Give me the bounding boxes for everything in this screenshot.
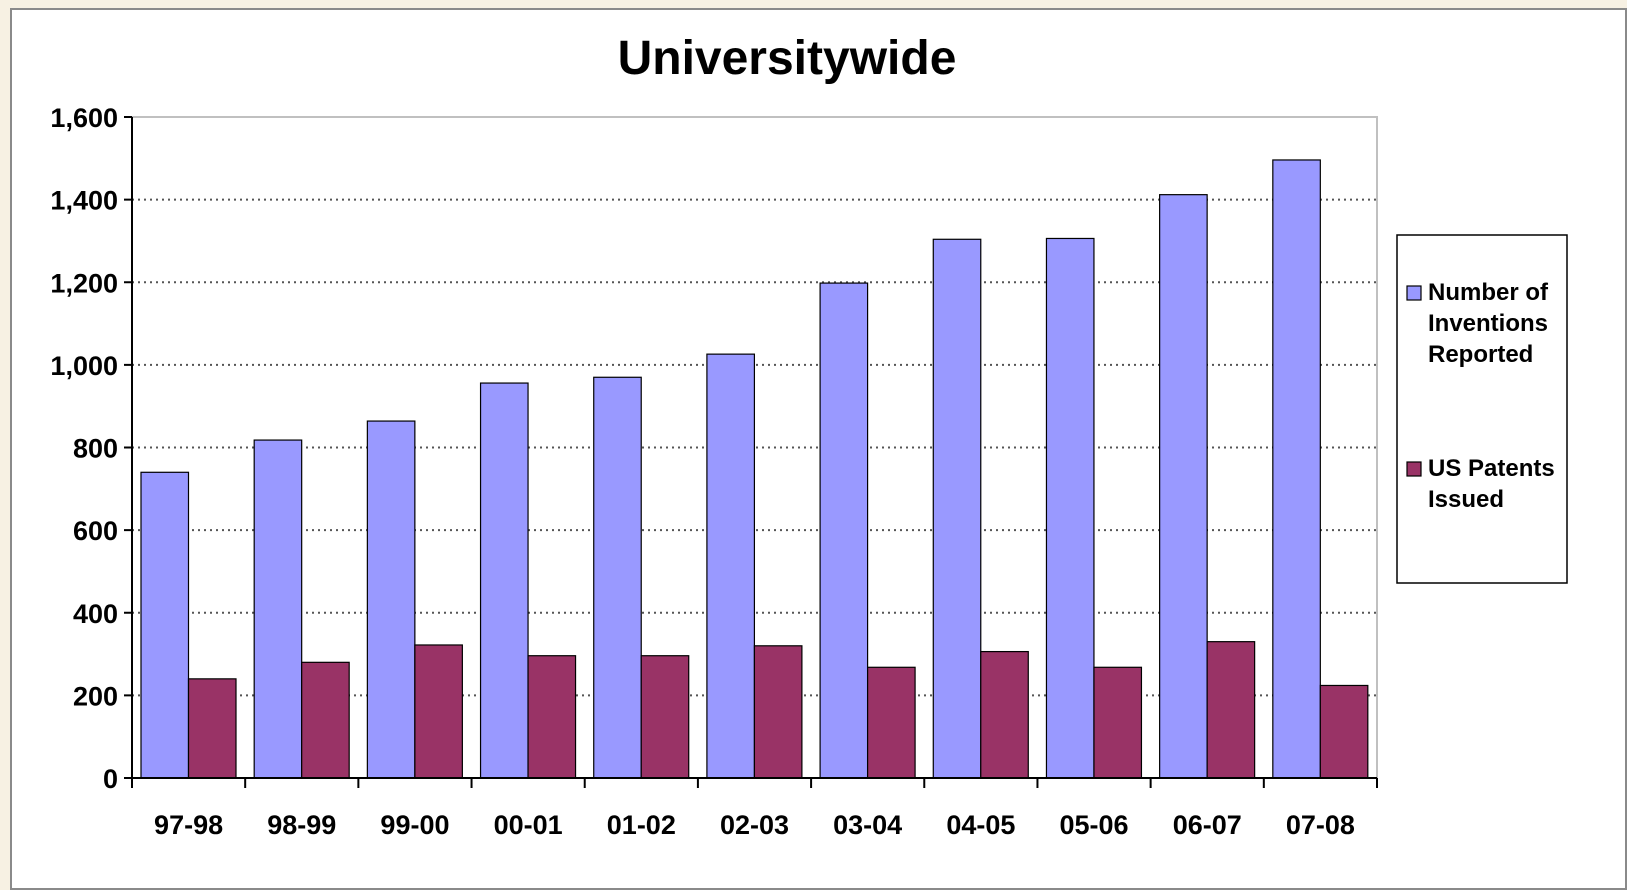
- x-tick-label: 97-98: [154, 810, 223, 840]
- y-tick-label: 200: [73, 681, 118, 711]
- bar-inventions: [479, 382, 529, 779]
- x-tick-label: 98-99: [267, 810, 336, 840]
- bar-patents: [1093, 666, 1143, 779]
- bar-patents: [1206, 641, 1256, 779]
- bar-patents: [187, 678, 237, 779]
- y-axis-ticks: 0 200 400 600 800 1,000 1,200 1,400 1,600: [50, 103, 132, 794]
- chart-title: Universitywide: [618, 32, 957, 85]
- y-tick-label: 400: [73, 599, 118, 629]
- legend-swatch: [1406, 285, 1422, 301]
- bar-inventions: [1045, 237, 1095, 779]
- bar-inventions: [593, 376, 642, 779]
- legend-box: [1396, 234, 1568, 584]
- bars: [140, 159, 1369, 779]
- x-tick-label: 05-06: [1060, 810, 1129, 840]
- y-tick-label: 0: [103, 764, 118, 794]
- y-tick-label: 1,000: [50, 351, 118, 381]
- bar-patents: [866, 666, 916, 779]
- bar-inventions: [1159, 194, 1208, 779]
- x-tick-label: 01-02: [607, 810, 676, 840]
- legend-label: Number of Inventions Reported: [1428, 279, 1549, 368]
- bar-inventions: [706, 353, 756, 779]
- y-tick-label: 600: [73, 516, 118, 546]
- chart: Universitywide 0 200 400 600 800 1,000 1,200 1,…: [50, 32, 1568, 840]
- x-axis-ticks: 97-98 98-99 99-00 00-01 01-02 02-03 03-04 04-05…: [131, 778, 1378, 840]
- y-tick-label: 1,400: [50, 186, 118, 216]
- x-tick-label: 00-01: [494, 810, 563, 840]
- bar-inventions: [366, 420, 416, 779]
- x-tick-label: 07-08: [1286, 810, 1355, 840]
- bar-patents: [414, 644, 463, 779]
- bar-inventions: [140, 471, 190, 779]
- legend-swatch: [1406, 461, 1422, 477]
- x-tick-label: 02-03: [720, 810, 789, 840]
- chart-frame: Universitywide 0 200 400 600 800 1,000 1,200 1,…: [10, 8, 1627, 890]
- bar-patents: [753, 645, 803, 779]
- bar-patents: [640, 655, 690, 779]
- x-tick-label: 06-07: [1173, 810, 1242, 840]
- bar-patents: [527, 655, 577, 779]
- y-tick-label: 1,200: [50, 268, 118, 298]
- bar-inventions: [1272, 159, 1321, 779]
- x-tick-label: 99-00: [380, 810, 449, 840]
- x-tick-label: 03-04: [833, 810, 902, 840]
- bar-patents: [980, 650, 1029, 779]
- y-tick-label: 1,600: [50, 103, 118, 133]
- legend-label: US Patents Issued: [1428, 455, 1555, 513]
- bar-inventions: [932, 238, 982, 779]
- bar-inventions: [253, 439, 303, 779]
- bar-patents: [1319, 684, 1369, 779]
- x-tick-label: 04-05: [946, 810, 1015, 840]
- y-tick-label: 800: [73, 434, 118, 464]
- bar-patents: [301, 661, 350, 779]
- legend: Number of Inventions Reported US Patents Iss…: [1396, 234, 1568, 584]
- bar-inventions: [819, 282, 869, 779]
